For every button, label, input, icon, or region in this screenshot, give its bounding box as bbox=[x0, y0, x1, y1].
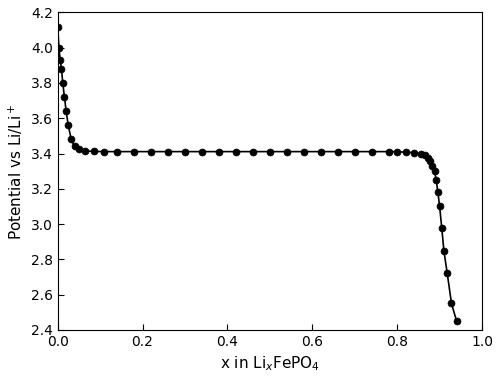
Y-axis label: Potential vs Li/Li$^+$: Potential vs Li/Li$^+$ bbox=[7, 103, 25, 239]
X-axis label: x in Li$_x$FePO$_4$: x in Li$_x$FePO$_4$ bbox=[220, 355, 320, 373]
